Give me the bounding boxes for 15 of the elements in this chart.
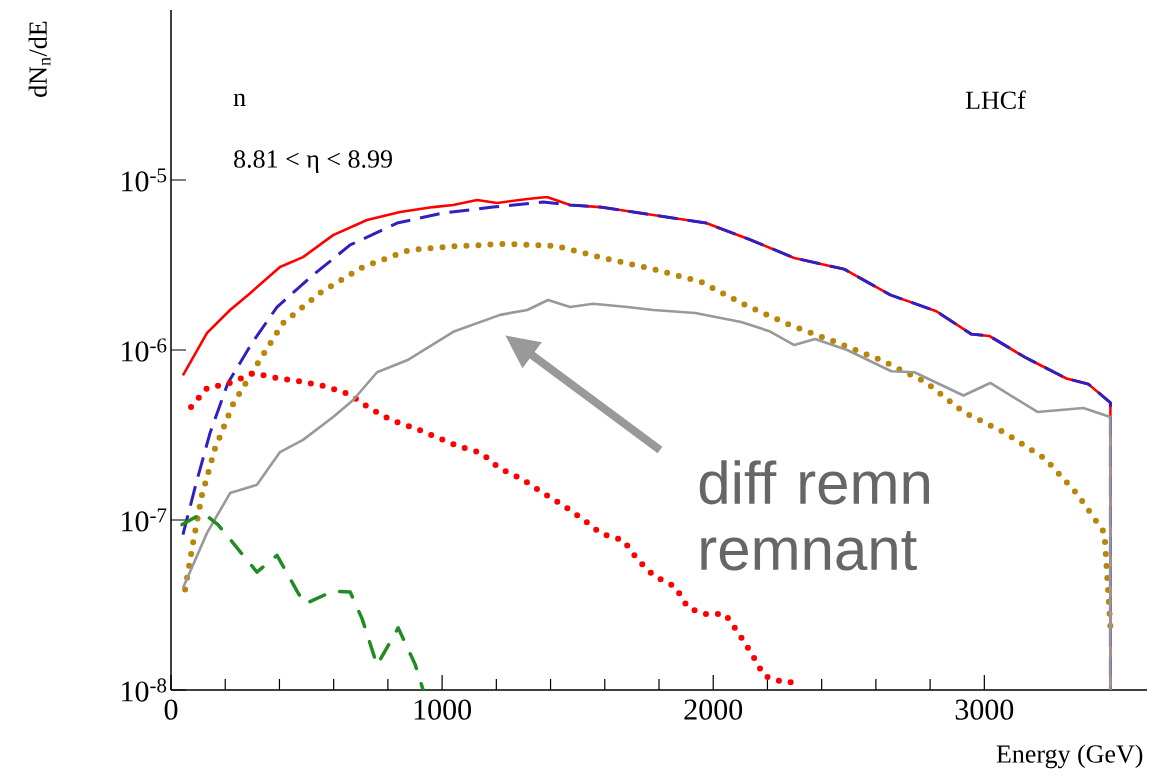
annotation: diff remn remnant — [699, 460, 929, 571]
annotation: LHCf — [965, 90, 1026, 110]
x-tick-label: 1000 — [414, 699, 471, 720]
x-axis-title: Energy (GeV) — [996, 744, 1143, 769]
annotation: 8.81 < η < 8.99 — [234, 150, 392, 174]
x-tick-label: 2000 — [684, 699, 743, 720]
x-tick-label: 3000 — [955, 699, 1014, 720]
y-tick-label: 10$^{-5}$ — [122, 168, 167, 192]
y-tick-label: 10$^{-8}$ — [122, 678, 167, 702]
x-tick-label: 0 — [164, 699, 178, 720]
y-tick-label: 10$^{-6}$ — [122, 338, 167, 362]
y-tick-label: 10$^{-7}$ — [122, 508, 167, 532]
line-series — [181, 298, 1112, 690]
annotation: n — [233, 93, 246, 106]
y-axis-title: dN$_{n}$/dE — [28, 21, 51, 97]
